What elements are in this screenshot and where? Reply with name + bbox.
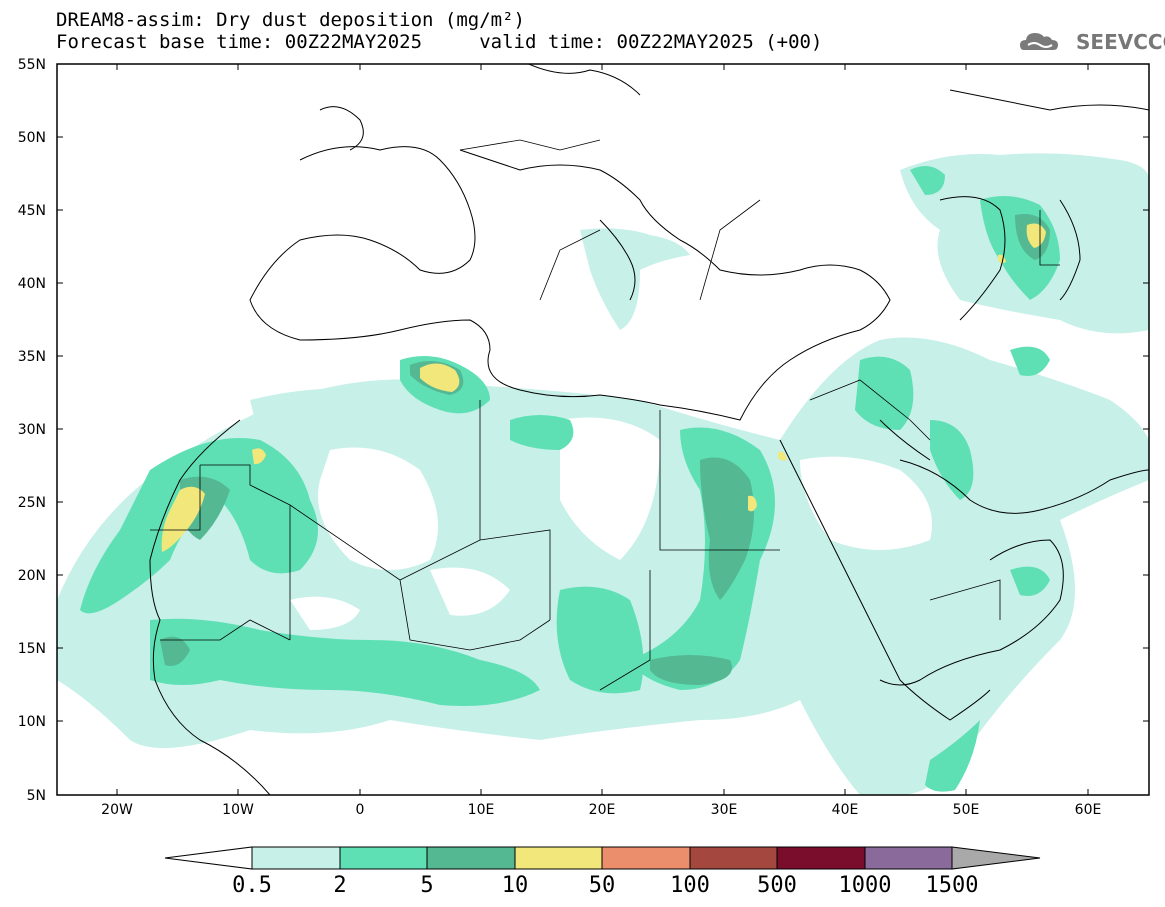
seevccc-logo [1020,33,1058,50]
colorbar-swatch [426,846,516,870]
colorbar-label: 50 [589,873,616,898]
lon-tick-label: 40E [832,802,859,818]
lon-tick-label: 60E [1075,802,1102,818]
lon-tick-label: 10E [468,802,495,818]
lat-tick-label: 35N [18,349,46,365]
colorbar-swatch [339,846,428,870]
longitude-axis: 20W 10W 0 10E 20E 30E 40E 50E 60E [101,64,1101,818]
colorbar-label: 0.5 [232,873,272,898]
country-borders [150,139,1060,691]
logo-text: SEEVCCC [1076,30,1165,54]
colorbar-label: 5 [420,873,433,898]
lat-tick-label: 50N [18,130,46,146]
lon-tick-label: 20W [101,802,133,818]
no-data-gaps [290,417,932,630]
forecast-times: Forecast base time: 00Z22MAY2025 valid t… [56,31,823,53]
lat-tick-label: 30N [18,422,46,438]
lat-tick-label: 20N [18,568,46,584]
colorbar-label: 500 [757,873,797,898]
map-title: DREAM8-assim: Dry dust deposition (mg/m²… [56,9,525,31]
colorbar-swatch [251,846,341,870]
lat-tick-label: 5N [27,788,46,804]
colorbar-swatch [864,846,953,870]
lat-tick-label: 55N [18,57,46,73]
colorbar-label: 1500 [926,873,979,898]
colorbar-swatch [601,846,691,870]
colorbar-high-arrow [951,846,1041,870]
lat-tick-label: 15N [18,641,46,657]
colorbar: 0.5 2 5 10 50 100 500 1000 1500 [164,846,1041,898]
lon-tick-label: 0 [356,802,365,818]
lat-tick-label: 25N [18,495,46,511]
colorbar-low-arrow [164,846,253,870]
lat-tick-label: 40N [18,276,46,292]
colorbar-swatch [689,846,778,870]
lat-tick-label: 10N [18,714,46,730]
latitude-axis: 55N 50N 45N 40N 35N 30N 25N 20N 15N 10N … [18,57,1149,804]
lon-tick-label: 10W [222,802,254,818]
lon-tick-label: 50E [953,802,980,818]
lon-tick-label: 20E [589,802,616,818]
colorbar-label: 100 [670,873,710,898]
colorbar-swatch [514,846,603,870]
colorbar-label: 2 [333,873,346,898]
colorbar-label: 1000 [839,873,892,898]
level-10-areas [161,223,1046,552]
coastlines [149,64,1149,795]
lon-tick-label: 30E [711,802,738,818]
lat-tick-label: 45N [18,203,46,219]
dust-deposition-field [57,153,1149,795]
colorbar-label: 10 [502,873,529,898]
colorbar-swatch [776,846,866,870]
